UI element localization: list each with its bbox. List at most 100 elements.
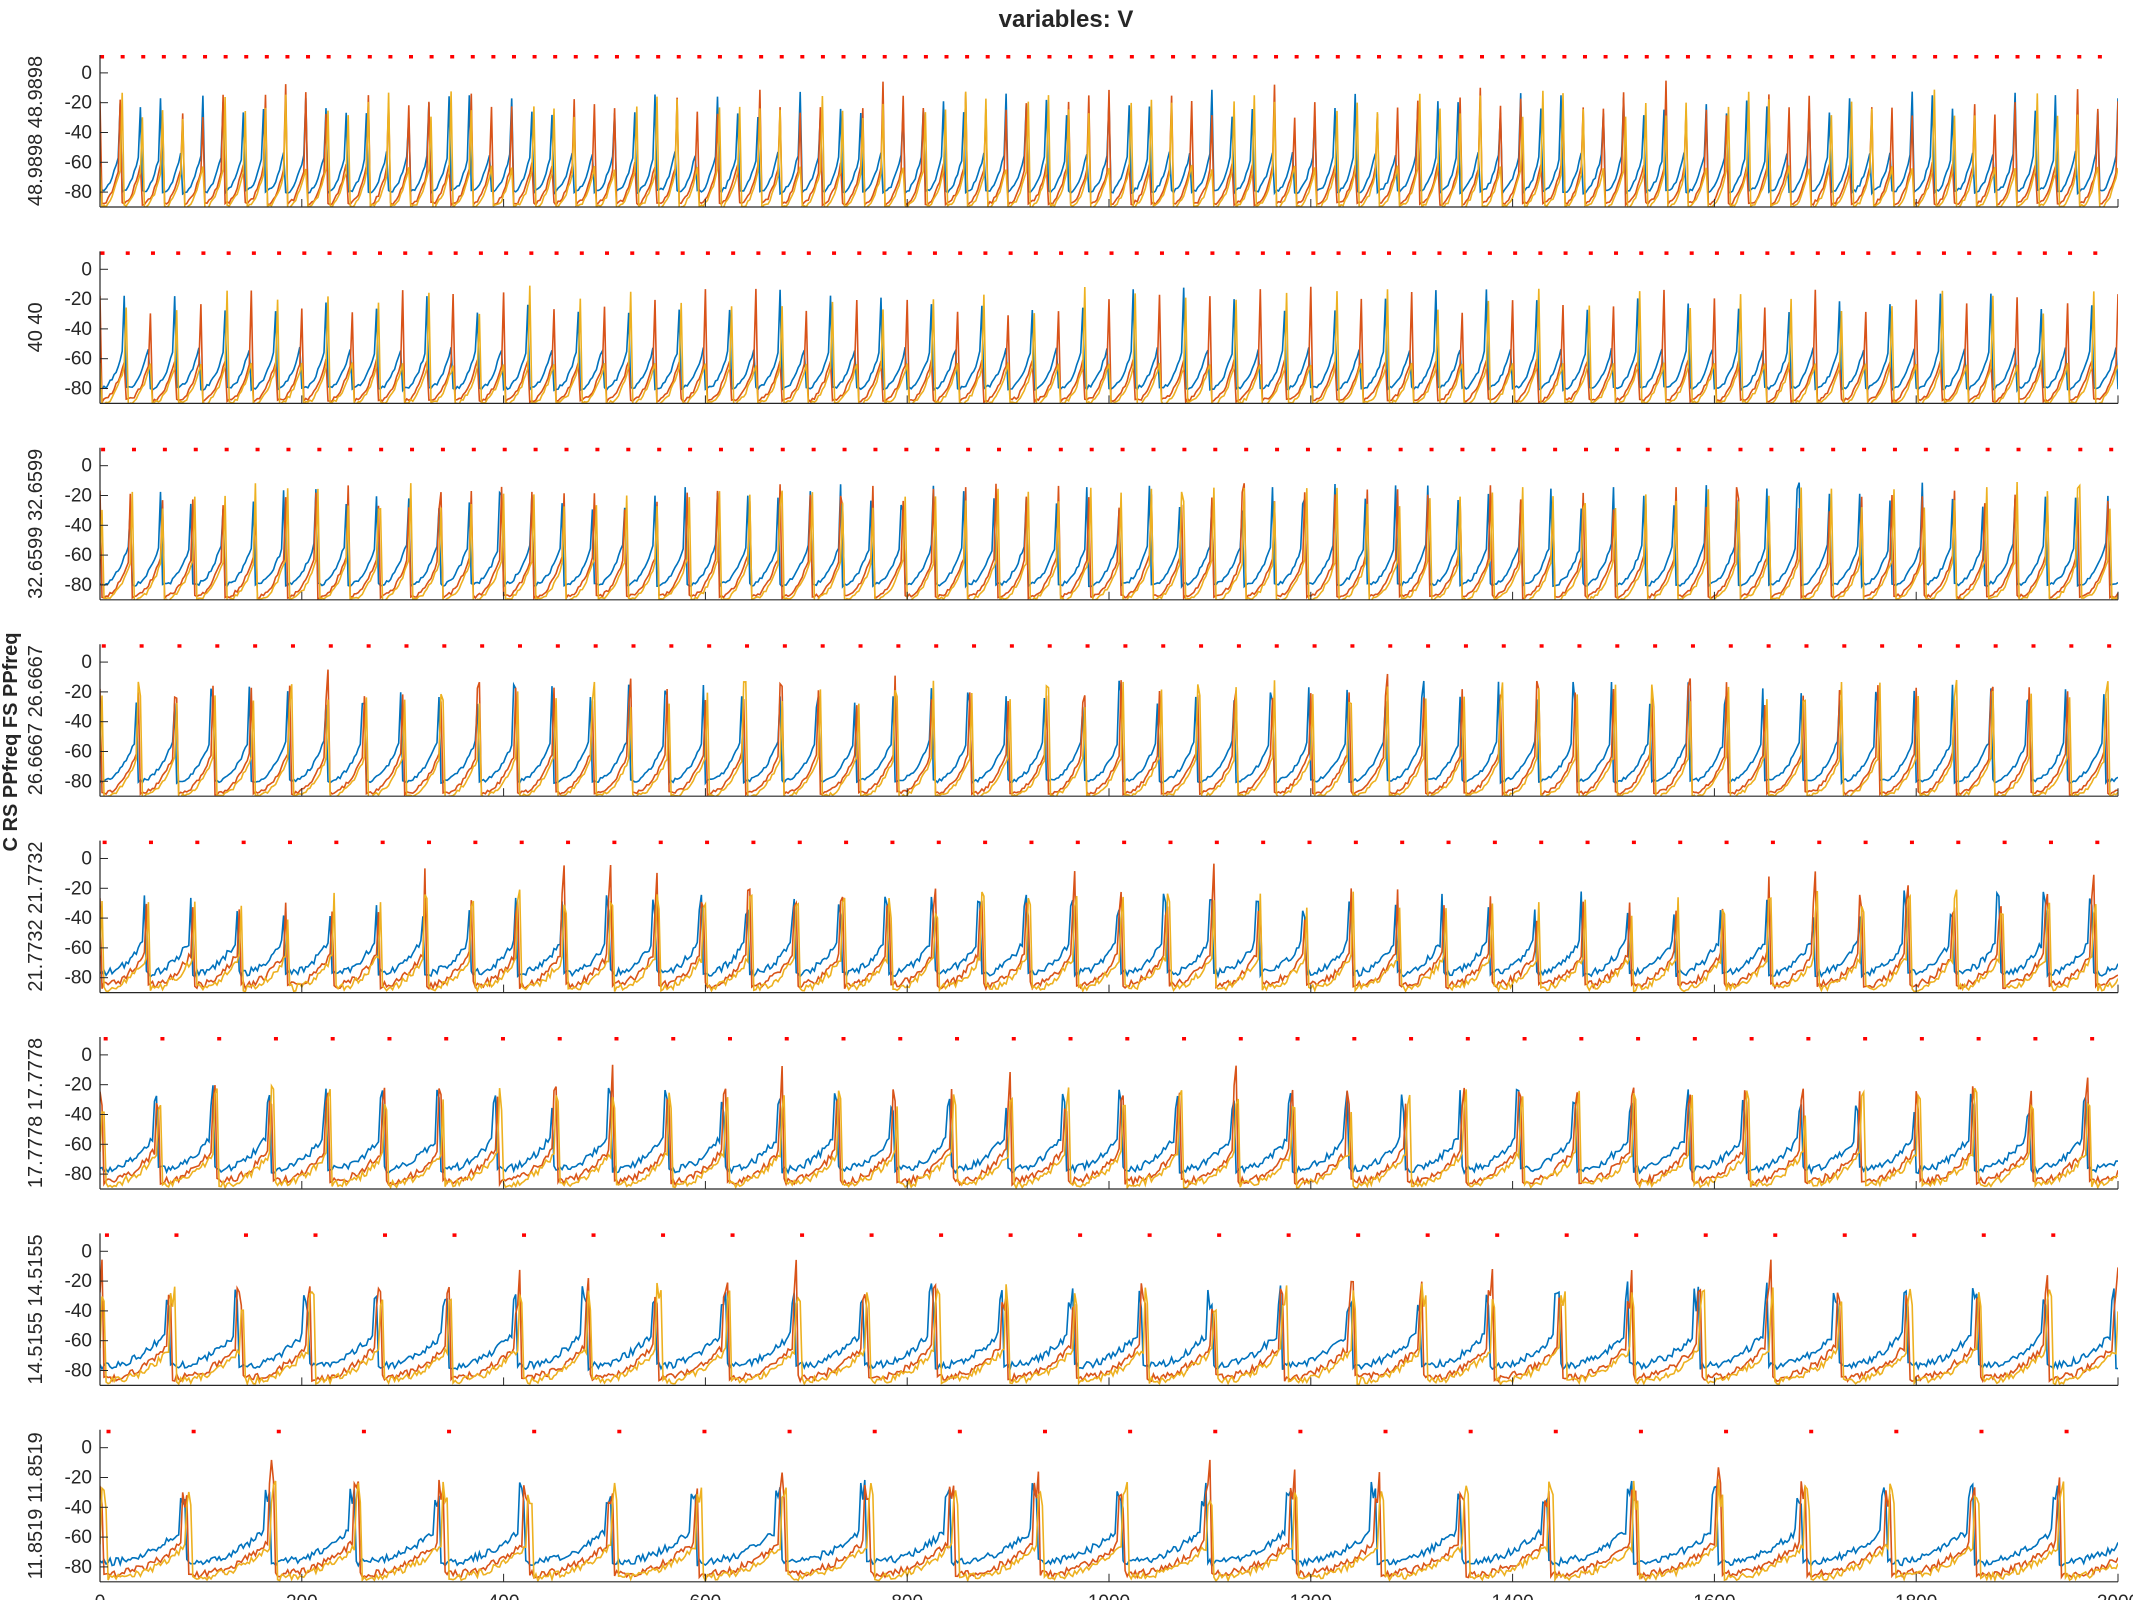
voltage-trace bbox=[100, 80, 2118, 207]
event-marker bbox=[223, 55, 228, 59]
event-marker bbox=[630, 251, 635, 255]
event-marker bbox=[1941, 251, 1946, 255]
event-marker bbox=[707, 644, 712, 648]
event-marker bbox=[1863, 840, 1868, 845]
event-marker bbox=[1653, 644, 1658, 648]
event-marker bbox=[997, 447, 1002, 452]
y-tick-label: -80 bbox=[65, 378, 92, 399]
event-marker bbox=[410, 447, 415, 452]
event-marker bbox=[1866, 251, 1871, 255]
event-marker bbox=[873, 447, 878, 452]
event-marker bbox=[203, 55, 208, 59]
event-marker bbox=[972, 644, 977, 648]
event-marker bbox=[327, 251, 332, 255]
event-marker bbox=[1253, 55, 1258, 59]
event-marker bbox=[844, 840, 849, 845]
event-marker bbox=[160, 1037, 165, 1041]
event-marker bbox=[1161, 644, 1166, 648]
event-marker bbox=[277, 251, 282, 255]
event-marker bbox=[890, 840, 895, 845]
event-marker bbox=[2031, 644, 2036, 648]
y-tick-label: -80 bbox=[65, 575, 92, 596]
y-tick-label: -80 bbox=[65, 1164, 92, 1185]
event-marker bbox=[787, 1429, 792, 1434]
event-marker bbox=[966, 447, 971, 452]
voltage-trace bbox=[100, 482, 2118, 590]
event-marker bbox=[2068, 251, 2073, 255]
voltage-trace bbox=[100, 1083, 2118, 1189]
event-marker bbox=[286, 447, 291, 452]
event-marker bbox=[903, 55, 908, 59]
event-marker bbox=[1850, 55, 1855, 59]
event-marker bbox=[1665, 55, 1670, 59]
event-marker bbox=[1974, 55, 1979, 59]
event-marker bbox=[579, 251, 584, 255]
event-marker bbox=[1212, 55, 1217, 59]
y-tick-label: -60 bbox=[65, 545, 92, 566]
event-marker bbox=[1706, 55, 1711, 59]
event-marker bbox=[379, 447, 384, 452]
event-marker bbox=[1562, 55, 1567, 59]
event-marker bbox=[1955, 644, 1960, 648]
event-marker bbox=[655, 251, 660, 255]
event-marker bbox=[251, 251, 256, 255]
event-marker bbox=[800, 55, 805, 59]
event-marker bbox=[1747, 55, 1752, 59]
event-marker bbox=[224, 447, 229, 452]
event-marker bbox=[1644, 55, 1649, 59]
event-marker bbox=[857, 251, 862, 255]
event-marker bbox=[669, 644, 674, 648]
event-marker bbox=[244, 55, 249, 59]
event-marker bbox=[1724, 840, 1729, 845]
event-marker bbox=[882, 251, 887, 255]
voltage-trace bbox=[100, 285, 2118, 404]
event-marker bbox=[738, 55, 743, 59]
event-marker bbox=[1842, 644, 1847, 648]
event-marker bbox=[1129, 55, 1134, 59]
event-marker bbox=[177, 644, 182, 648]
event-marker bbox=[1624, 55, 1629, 59]
voltage-trace bbox=[100, 863, 2118, 992]
event-marker bbox=[131, 447, 136, 452]
voltage-trace bbox=[100, 89, 2118, 207]
event-marker bbox=[932, 251, 937, 255]
event-marker bbox=[1539, 644, 1544, 648]
event-marker bbox=[557, 1037, 562, 1041]
event-marker bbox=[1766, 644, 1771, 648]
event-marker bbox=[480, 644, 485, 648]
event-marker bbox=[522, 1233, 527, 1237]
event-marker bbox=[1638, 1429, 1643, 1434]
event-marker bbox=[811, 447, 816, 452]
event-marker bbox=[862, 55, 867, 59]
event-marker bbox=[2107, 644, 2112, 648]
voltage-trace bbox=[100, 890, 2118, 979]
event-marker bbox=[1773, 1233, 1778, 1237]
event-marker bbox=[347, 55, 352, 59]
event-marker bbox=[935, 447, 940, 452]
event-marker bbox=[705, 840, 710, 845]
event-marker bbox=[841, 1037, 846, 1041]
event-marker bbox=[1437, 251, 1442, 255]
event-marker bbox=[1912, 55, 1917, 59]
event-marker bbox=[502, 447, 507, 452]
event-marker bbox=[366, 644, 371, 648]
event-marker bbox=[1678, 840, 1683, 845]
event-marker bbox=[2078, 447, 2083, 452]
event-marker bbox=[1213, 447, 1218, 452]
event-marker bbox=[1213, 1429, 1218, 1434]
event-marker bbox=[1894, 1429, 1899, 1434]
event-marker bbox=[1336, 447, 1341, 452]
event-marker bbox=[1315, 55, 1320, 59]
event-marker bbox=[1400, 840, 1405, 845]
event-marker bbox=[1664, 251, 1669, 255]
event-marker bbox=[1033, 251, 1038, 255]
y-tick-label: -20 bbox=[65, 878, 92, 899]
voltage-trace bbox=[100, 1479, 2118, 1582]
subplot-grid: 0 -20 -40 -60 -80 48.9898 48.9898 0 -20 -40 -60 -8… bbox=[25, 55, 2133, 1600]
event-marker bbox=[1513, 251, 1518, 255]
event-marker bbox=[872, 1429, 877, 1434]
event-marker bbox=[1582, 55, 1587, 59]
x-tick-label: 1600 bbox=[1693, 1592, 1735, 1600]
event-marker bbox=[1539, 840, 1544, 845]
event-marker bbox=[1159, 251, 1164, 255]
